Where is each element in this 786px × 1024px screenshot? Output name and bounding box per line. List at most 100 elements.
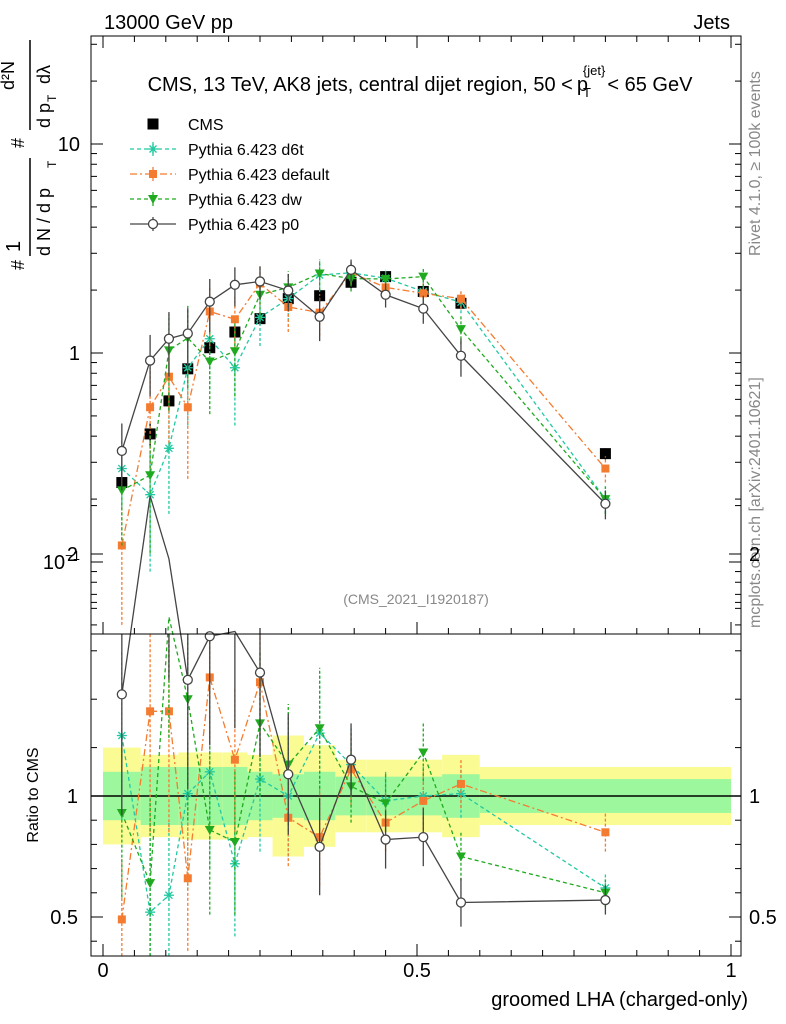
point-default-11 (419, 289, 428, 298)
ylabel-one: 1 (3, 241, 25, 252)
point-dw-10 (380, 799, 391, 809)
main-yticks: 10−1 1 10 (43, 43, 741, 626)
point-dw-0 (116, 486, 127, 496)
legend-marker-CMS (147, 118, 159, 130)
point-p0-8 (314, 311, 325, 322)
point-p0-12 (455, 350, 467, 361)
point-default-3 (183, 874, 192, 883)
rivet-label: Rivet 4.1.0, ≥ 100k events (747, 71, 764, 256)
point-dw-1 (145, 471, 156, 481)
ylabel-dn-dpt: d N / d p (34, 188, 54, 256)
point-dw-11 (418, 748, 429, 758)
point-default-12 (456, 779, 465, 788)
ratio-ylabel: Ratio to CMS (25, 747, 42, 842)
ratio-yticks: 0.5 0.5 1 1 2 2 (50, 505, 777, 942)
x-axis-label: groomed LHA (charged-only) (491, 989, 748, 1011)
point-p0-6 (254, 667, 266, 678)
point-dw-8 (314, 724, 325, 734)
ytick-label: 1 (69, 343, 80, 365)
ratio-ytick-label-right: 2 (749, 544, 760, 566)
point-default-1 (146, 403, 155, 412)
point-d6t-2 (163, 443, 174, 454)
point-default-13 (601, 464, 610, 473)
series-p0 (116, 495, 611, 927)
legend-item-dw: Pythia 6.423 dw (130, 192, 302, 209)
ratio-ytick-label-right: 0.5 (749, 907, 777, 929)
point-p0-4 (204, 631, 215, 642)
series-d6t (116, 260, 611, 572)
point-CMS-8 (314, 290, 326, 302)
point-d6t-2 (163, 890, 174, 901)
point-p0-3 (182, 328, 193, 339)
point-p0-11 (418, 831, 429, 843)
legend-marker-dw (148, 195, 158, 204)
point-dw-12 (455, 325, 466, 335)
point-dw-4 (204, 825, 215, 835)
point-default-0 (117, 915, 126, 924)
ytick-label: 10 (58, 134, 80, 156)
main-ylabel: # 1 d N / d p T # d²N d p T dλ (0, 40, 59, 270)
ratio-ytick-label: 0.5 (50, 907, 78, 929)
line-p0 (121, 495, 606, 904)
point-default-5 (230, 755, 239, 764)
point-dw-12 (455, 852, 466, 862)
point-dw-4 (204, 357, 215, 367)
point-p0-1 (144, 355, 156, 366)
ylabel-hash-1: # (8, 260, 28, 270)
point-p0-13 (600, 894, 611, 906)
legend-item-CMS: CMS (147, 117, 224, 134)
legend-label-dw: Pythia 6.423 dw (188, 192, 302, 209)
series-default (117, 262, 610, 625)
xtick-label: 0.5 (403, 960, 431, 982)
legend-item-p0: Pythia 6.423 p0 (130, 217, 299, 234)
legend-item-d6t: Pythia 6.423 d6t (130, 142, 304, 159)
point-p0-13 (600, 498, 611, 509)
point-p0-4 (204, 296, 215, 307)
ytick-label: 10−1 (43, 548, 80, 574)
legend-label-default: Pythia 6.423 default (188, 167, 330, 184)
ratio-panel: 0.5 0.51 12 2 0 0.5 1 Ratio to CMS groomed LH… (25, 36, 777, 1011)
chart-title: CMS, 13 TeV, AK8 jets, central dijet reg… (148, 63, 693, 100)
line-d6t (121, 272, 606, 500)
legend-item-default: Pythia 6.423 default (130, 167, 330, 184)
legend: CMS Pythia 6.423 d6t Pythia 6.423 default P… (130, 117, 330, 234)
point-p0-2 (163, 333, 175, 344)
legend-label-CMS: CMS (188, 117, 224, 134)
ylabel-t-1: T (45, 160, 59, 168)
ylabel-t-2: T (45, 94, 59, 102)
point-p0-11 (418, 303, 429, 314)
ratio-ytick-label-right: 1 (749, 786, 760, 808)
point-p0-5 (229, 279, 241, 290)
ylabel-d2n: d²N (0, 61, 18, 90)
point-default-1 (146, 707, 155, 716)
legend-label-p0: Pythia 6.423 p0 (188, 217, 299, 234)
point-dw-5 (229, 347, 240, 357)
point-CMS-13 (599, 448, 611, 460)
point-p0-12 (455, 897, 467, 908)
point-p0-6 (254, 276, 266, 287)
point-default-13 (601, 828, 610, 837)
point-default-5 (230, 315, 239, 324)
point-default-3 (183, 403, 192, 412)
point-p0-7 (283, 285, 294, 296)
line-d6t (121, 731, 606, 914)
ylabel-dlambda: dλ (34, 65, 54, 84)
point-dw-10 (380, 274, 391, 284)
line-p0 (121, 268, 606, 505)
x-ticks: 0 0.5 1 (97, 36, 737, 982)
point-default-12 (456, 294, 465, 303)
point-p0-10 (380, 289, 391, 300)
ratio-frame (90, 633, 742, 957)
series-p0 (116, 259, 611, 520)
point-p0-3 (182, 674, 193, 685)
main-series-group (116, 259, 611, 625)
point-p0-0 (116, 689, 127, 700)
point-dw-11 (418, 272, 429, 282)
legend-marker-p0 (147, 218, 159, 230)
legend-label-d6t: Pythia 6.423 d6t (188, 142, 304, 159)
point-dw-8 (314, 269, 325, 279)
energy-label: 13000 GeV pp (104, 12, 233, 34)
point-dw-1 (145, 879, 156, 889)
point-p0-9 (345, 754, 357, 765)
